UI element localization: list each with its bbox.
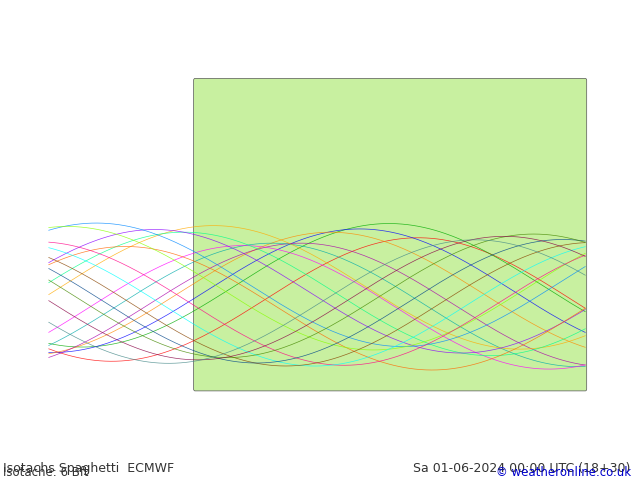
Text: Sa 01-06-2024 00:00 UTC (18+30): Sa 01-06-2024 00:00 UTC (18+30): [413, 462, 631, 475]
Text: Isotachs Spaghetti  ECMWF: Isotachs Spaghetti ECMWF: [3, 462, 174, 475]
FancyBboxPatch shape: [193, 78, 586, 391]
Text: Isotache: 6 Bft: Isotache: 6 Bft: [3, 466, 89, 479]
Text: © weatheronline.co.uk: © weatheronline.co.uk: [496, 466, 631, 479]
